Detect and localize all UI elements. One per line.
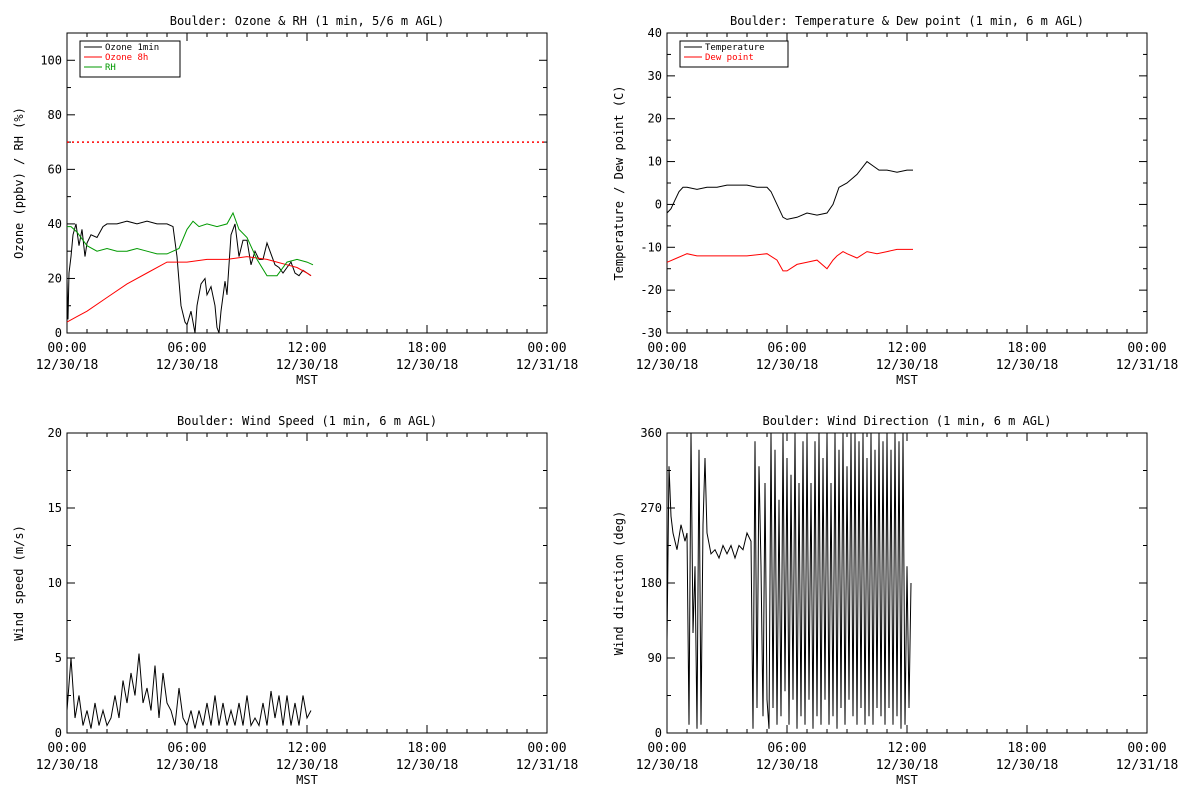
y-tick-label: 20 <box>648 112 662 126</box>
y-axis-label: Wind direction (deg) <box>612 511 626 656</box>
legend-box <box>679 40 789 68</box>
chart-title: Boulder: Temperature & Dew point (1 min,… <box>730 14 1084 28</box>
x-tick-label-date: 12/30/18 <box>876 358 939 373</box>
x-tick-label-time: 12:00 <box>887 741 926 756</box>
x-tick-label-date: 12/31/18 <box>516 358 579 373</box>
y-tick-label: 90 <box>648 651 662 665</box>
x-tick-label-date: 12/30/18 <box>36 358 99 373</box>
x-tick-label-time: 00:00 <box>1127 741 1166 756</box>
x-tick-label-date: 12/30/18 <box>876 758 939 773</box>
chart-panel-3: Boulder: Wind Speed (1 min, 6 m AGL) 0 5 10… <box>12 414 578 787</box>
series-line-temperature <box>666 160 913 220</box>
y-tick-label: 10 <box>48 576 62 590</box>
x-axis-label: MST <box>896 773 918 787</box>
y-tick-label: 0 <box>55 726 62 740</box>
y-tick-label: 15 <box>48 501 62 515</box>
x-tick-label-date: 12/31/18 <box>516 758 579 773</box>
x-tick-label-time: 00:00 <box>527 341 566 356</box>
y-tick-label: 270 <box>640 501 662 515</box>
x-tick-label-time: 12:00 <box>287 741 326 756</box>
x-tick-label-date: 12/30/18 <box>396 358 459 373</box>
x-tick-label-time: 00:00 <box>527 741 566 756</box>
legend-label: Ozone 1min <box>105 43 159 53</box>
x-tick-label-time: 06:00 <box>167 741 206 756</box>
y-tick-label: 0 <box>55 326 62 340</box>
series-line-rh <box>67 211 314 277</box>
x-tick-label-date: 12/30/18 <box>156 358 219 373</box>
series-line-series <box>666 432 912 729</box>
x-axis-label: MST <box>896 373 918 387</box>
y-tick-label: 20 <box>48 271 62 285</box>
plot-frame <box>66 432 548 734</box>
legend-label: RH <box>105 63 116 73</box>
plot-frame <box>66 32 548 334</box>
y-tick-label: 0 <box>655 197 662 211</box>
x-tick-label-time: 12:00 <box>287 341 326 356</box>
y-tick-label: 100 <box>40 53 62 67</box>
x-tick-label-time: 18:00 <box>407 341 446 356</box>
chart-title: Boulder: Wind Speed (1 min, 6 m AGL) <box>177 414 437 428</box>
y-axis-label: Ozone (ppbv) / RH (%) <box>12 107 26 259</box>
x-tick-label-date: 12/30/18 <box>156 758 219 773</box>
y-tick-label: 10 <box>648 155 662 169</box>
x-tick-label-date: 12/30/18 <box>996 758 1059 773</box>
chart-title: Boulder: Ozone & RH (1 min, 5/6 m AGL) <box>170 14 445 28</box>
y-tick-label: -10 <box>640 240 662 254</box>
legend-label: Temperature <box>705 43 765 53</box>
x-tick-label-date: 12/30/18 <box>996 358 1059 373</box>
series-line-ozone-1min <box>66 220 312 334</box>
x-tick-label-time: 18:00 <box>1007 741 1046 756</box>
y-tick-label: -30 <box>640 326 662 340</box>
y-tick-label: 5 <box>55 651 62 665</box>
legend-label: Dew point <box>705 53 754 63</box>
x-tick-label-time: 12:00 <box>887 341 926 356</box>
x-tick-label-date: 12/31/18 <box>1116 358 1179 373</box>
chart-title: Boulder: Wind Direction (1 min, 6 m AGL) <box>763 414 1052 428</box>
series-line-ozone-8h <box>66 256 312 323</box>
y-tick-label: 60 <box>48 162 62 176</box>
x-tick-label-time: 00:00 <box>47 341 86 356</box>
y-tick-label: 40 <box>648 26 662 40</box>
x-tick-label-date: 12/30/18 <box>36 758 99 773</box>
y-tick-label: -20 <box>640 283 662 297</box>
x-tick-label-time: 00:00 <box>47 741 86 756</box>
y-tick-label: 360 <box>640 426 662 440</box>
x-tick-label-date: 12/30/18 <box>276 758 339 773</box>
chart-panel-1: Boulder: Ozone & RH (1 min, 5/6 m AGL) 0 2… <box>12 14 578 387</box>
x-axis-label: MST <box>296 373 318 387</box>
x-tick-label-time: 06:00 <box>767 341 806 356</box>
x-tick-label-time: 06:00 <box>767 741 806 756</box>
x-tick-label-time: 00:00 <box>647 741 686 756</box>
x-tick-label-time: 06:00 <box>167 341 206 356</box>
chart-panel-4: Boulder: Wind Direction (1 min, 6 m AGL)… <box>612 414 1178 787</box>
legend-label: Ozone 8h <box>105 53 148 63</box>
y-axis-label: Temperature / Dew point (C) <box>612 85 626 280</box>
x-tick-label-date: 12/30/18 <box>756 758 819 773</box>
series-line-series <box>66 653 312 729</box>
x-tick-label-date: 12/30/18 <box>636 758 699 773</box>
y-tick-label: 20 <box>48 426 62 440</box>
y-tick-label: 0 <box>655 726 662 740</box>
plot-frame <box>666 32 1148 334</box>
y-tick-label: 80 <box>48 108 62 122</box>
x-tick-label-time: 00:00 <box>647 341 686 356</box>
x-tick-label-date: 12/30/18 <box>756 358 819 373</box>
y-tick-label: 180 <box>640 576 662 590</box>
x-tick-label-time: 18:00 <box>407 741 446 756</box>
x-tick-label-date: 12/31/18 <box>1116 758 1179 773</box>
y-tick-label: 40 <box>48 217 62 231</box>
x-axis-label: MST <box>296 773 318 787</box>
chart-panel-2: Boulder: Temperature & Dew point (1 min,… <box>612 14 1178 387</box>
x-tick-label-date: 12/30/18 <box>276 358 339 373</box>
x-tick-label-date: 12/30/18 <box>396 758 459 773</box>
x-tick-label-date: 12/30/18 <box>636 358 699 373</box>
y-axis-label: Wind speed (m/s) <box>12 525 26 641</box>
series-line-dew-point <box>666 248 913 272</box>
y-tick-label: 30 <box>648 69 662 83</box>
x-tick-label-time: 18:00 <box>1007 341 1046 356</box>
x-tick-label-time: 00:00 <box>1127 341 1166 356</box>
